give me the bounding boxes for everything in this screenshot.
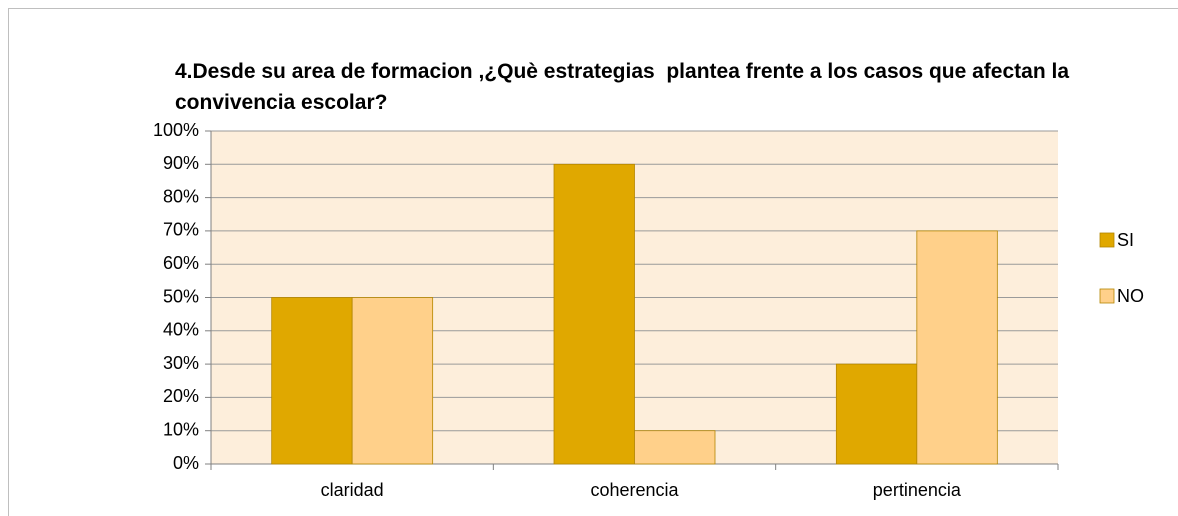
- y-tick-label: 100%: [153, 120, 199, 140]
- x-tick-label: claridad: [321, 480, 384, 500]
- y-tick-label: 90%: [163, 153, 199, 173]
- y-tick-label: 20%: [163, 386, 199, 406]
- legend-swatch: [1099, 232, 1115, 248]
- y-tick-label: 60%: [163, 253, 199, 273]
- x-tick-label: pertinencia: [873, 480, 962, 500]
- bar: [835, 363, 918, 465]
- y-tick-label: 30%: [163, 353, 199, 373]
- chart-frame: [8, 8, 1178, 516]
- bar: [916, 230, 998, 465]
- bar: [271, 297, 353, 465]
- y-tick-label: 70%: [163, 220, 199, 240]
- legend-label: SI: [1117, 230, 1134, 250]
- chart-title: 4.Desde su area de formacion ,¿Què estra…: [175, 60, 1075, 114]
- y-tick-label: 0%: [173, 453, 199, 473]
- bar: [634, 430, 716, 465]
- legend-label: NO: [1117, 286, 1144, 306]
- bar: [351, 297, 434, 465]
- y-tick-label: 80%: [163, 186, 199, 206]
- y-tick-label: 10%: [163, 419, 199, 439]
- y-tick-label: 40%: [163, 320, 199, 340]
- legend-swatch: [1099, 288, 1115, 304]
- x-tick-label: coherencia: [590, 480, 679, 500]
- bar: [553, 163, 635, 465]
- y-tick-label: 50%: [163, 286, 199, 306]
